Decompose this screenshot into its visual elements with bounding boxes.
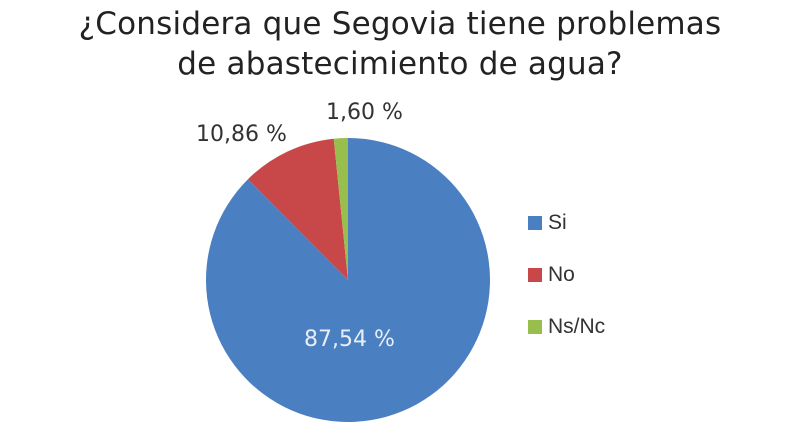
legend-swatch-si [528, 216, 542, 230]
slice-label-no: 10,86 % [196, 122, 287, 147]
legend-item-nsnc: Ns/Nc [528, 315, 606, 338]
chart-title: ¿Considera que Segovia tiene problemas d… [0, 4, 800, 84]
slice-label-nsnc: 1,60 % [326, 100, 403, 125]
legend-label-si: Si [548, 211, 567, 234]
chart-title-line2: de abastecimiento de agua? [177, 46, 623, 82]
legend-item-si: Si [528, 211, 605, 234]
legend-item-no: No [528, 263, 605, 286]
pie-slice-nsnc [333, 138, 348, 280]
legend-label-nsnc: Ns/Nc [548, 315, 606, 338]
legend: Si No Ns/Nc [528, 211, 606, 369]
slice-label-si: 87,54 % [304, 327, 395, 352]
legend-swatch-nsnc [528, 320, 542, 334]
chart-title-line1: ¿Considera que Segovia tiene problemas [78, 6, 722, 42]
pie-slice-no [247, 138, 348, 280]
legend-label-no: No [548, 263, 575, 286]
legend-swatch-no [528, 268, 542, 282]
pie-slices [206, 138, 491, 422]
